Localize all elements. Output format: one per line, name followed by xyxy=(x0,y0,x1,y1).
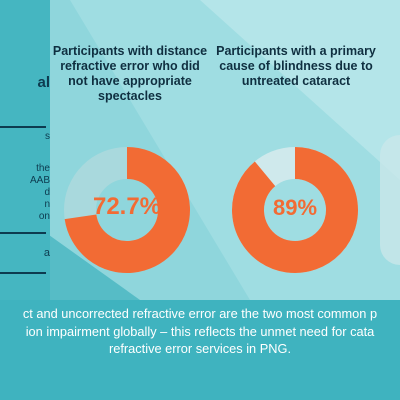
donut-chart-cataract xyxy=(232,147,358,273)
footer-line: ion impairment globally – this reflects … xyxy=(25,323,375,339)
stat-heading-refractive-error: Participants with distance refractive er… xyxy=(52,44,208,103)
left-info-panel: al s the AAB d n on a xyxy=(0,0,50,300)
footer-line: refractive error services in PNG. xyxy=(108,341,292,356)
donut-value-label: 72.7% xyxy=(92,193,162,220)
left-panel-rule xyxy=(0,232,46,234)
left-panel-line: the xyxy=(36,163,50,174)
left-panel-line: d xyxy=(44,187,50,198)
left-panel-line: AAB xyxy=(29,175,50,186)
footer-line: ct and uncorrected refractive error are … xyxy=(22,306,378,321)
donut-value-arc xyxy=(232,147,358,273)
donut-value-arc xyxy=(64,147,190,273)
left-panel-heading: al xyxy=(37,74,50,91)
left-panel-rule xyxy=(0,272,46,274)
left-panel-line: n xyxy=(44,199,50,210)
next-donut-partial xyxy=(380,135,400,265)
donut-value-label: 89% xyxy=(272,195,318,220)
stat-heading-cataract: Participants with a primary cause of bli… xyxy=(216,44,376,88)
footer-summary: ct and uncorrected refractive error are … xyxy=(0,305,400,358)
left-panel-line: s xyxy=(45,131,50,142)
donut-chart-refractive-error xyxy=(64,147,190,273)
left-panel-line: on xyxy=(38,211,50,222)
left-panel-line: a xyxy=(43,248,50,259)
left-panel-rule xyxy=(0,126,46,128)
